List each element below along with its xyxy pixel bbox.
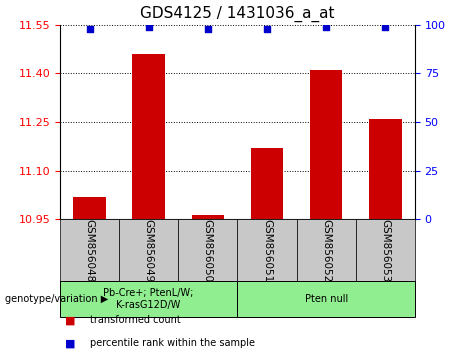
Bar xyxy=(369,119,402,219)
Text: ■: ■ xyxy=(65,338,75,348)
Point xyxy=(86,26,93,32)
Bar xyxy=(73,197,106,219)
Text: genotype/variation ▶: genotype/variation ▶ xyxy=(5,294,108,304)
Text: GSM856050: GSM856050 xyxy=(203,219,213,282)
Point xyxy=(204,26,212,32)
Bar xyxy=(310,70,343,219)
Text: GSM856048: GSM856048 xyxy=(84,219,95,282)
Text: Pten null: Pten null xyxy=(305,294,348,304)
Text: percentile rank within the sample: percentile rank within the sample xyxy=(90,338,255,348)
Text: Pb-Cre+; PtenL/W;
K-rasG12D/W: Pb-Cre+; PtenL/W; K-rasG12D/W xyxy=(103,288,194,310)
Text: GSM856051: GSM856051 xyxy=(262,219,272,282)
Text: GSM856049: GSM856049 xyxy=(144,219,154,282)
Bar xyxy=(192,215,224,219)
Text: GSM856052: GSM856052 xyxy=(321,219,331,282)
Bar xyxy=(251,148,283,219)
Text: transformed count: transformed count xyxy=(90,315,181,325)
Point xyxy=(263,26,271,32)
Title: GDS4125 / 1431036_a_at: GDS4125 / 1431036_a_at xyxy=(140,6,335,22)
Text: GSM856053: GSM856053 xyxy=(380,219,390,282)
Point xyxy=(322,24,330,29)
Point xyxy=(145,24,152,29)
Text: ■: ■ xyxy=(65,315,75,325)
Point xyxy=(382,24,389,29)
Bar xyxy=(132,54,165,219)
